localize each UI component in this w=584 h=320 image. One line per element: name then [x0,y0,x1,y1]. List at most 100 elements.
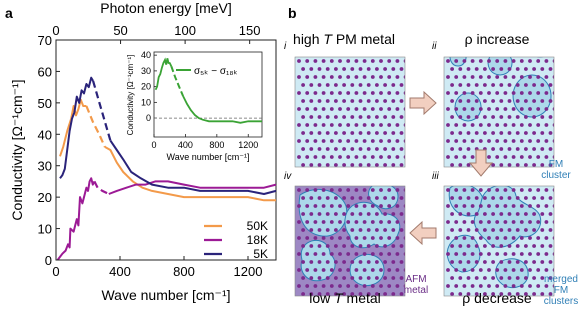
atom [491,163,495,167]
atom [552,107,554,111]
atom [408,260,412,264]
atom [329,155,334,159]
atom [450,212,454,216]
atom [366,212,371,216]
atom [528,107,532,111]
atom [346,268,351,272]
atom [462,188,467,192]
atom [403,252,405,256]
atom [557,212,561,216]
state-i-content [297,59,405,167]
atom [519,59,524,63]
atom [515,147,520,151]
atom [313,236,318,240]
atom [350,196,355,200]
atom [495,284,500,288]
atom [301,196,305,200]
atom [313,284,318,288]
legend-label-5K: 5K [253,247,268,261]
atom [491,260,495,264]
atom [450,163,454,167]
x-tick-label: 0 [52,264,59,279]
state-ii-roman: ii [432,41,437,52]
atom [305,236,310,240]
atom [317,99,322,103]
atom [370,252,375,256]
atom [450,244,454,248]
atom [540,163,545,167]
atom [548,147,553,151]
atom [375,147,379,151]
atom [305,139,310,143]
atom [338,139,342,143]
atom [544,204,549,208]
atom [491,276,495,280]
atom [375,292,379,296]
atom [446,155,450,159]
atom [483,212,487,216]
atom [313,268,318,272]
atom [454,236,459,240]
atom [313,91,318,95]
atom [458,99,463,103]
atom [495,236,500,240]
atom [329,188,334,192]
atom [370,123,375,127]
atom [395,75,400,79]
atom [557,131,561,135]
atom [487,236,491,240]
series-18K-tail [108,180,277,195]
atom [338,204,342,208]
atom [305,204,310,208]
atom [544,268,549,272]
atom [524,292,528,296]
atom [387,252,392,256]
atom [399,147,404,151]
atom [499,83,504,87]
atom [466,131,471,135]
y-tick-label: 20 [38,190,52,205]
atom [462,268,467,272]
atom [536,204,541,208]
atom [305,268,310,272]
atom [532,131,536,135]
atom [470,91,475,95]
atom [358,260,363,264]
atom [346,91,351,95]
atom [528,75,532,79]
atom [301,212,305,216]
atom [507,115,512,119]
atom [375,131,379,135]
atom [507,260,512,264]
atom [446,107,450,111]
state-iv-box [294,185,412,297]
atom [552,91,554,95]
atom [478,59,483,63]
atom [379,75,383,79]
atom [408,212,412,216]
merged-label-3: clusters [544,296,578,307]
atom [334,292,338,296]
atom [515,163,520,167]
atom [391,196,396,200]
atom [362,107,367,111]
atom [487,75,491,79]
atom [503,123,508,127]
atom [383,147,387,151]
atom [540,131,545,135]
atom [524,244,528,248]
atom [358,163,363,167]
atom [346,220,351,224]
atom [321,220,326,224]
atom [375,260,379,264]
atom [317,147,322,151]
atom [317,131,322,135]
atom [491,292,495,296]
atom [524,67,528,71]
atom [334,115,338,119]
atom [395,123,400,127]
atom [305,107,310,111]
atom [391,260,396,264]
atom [297,220,301,224]
atom [515,292,520,296]
